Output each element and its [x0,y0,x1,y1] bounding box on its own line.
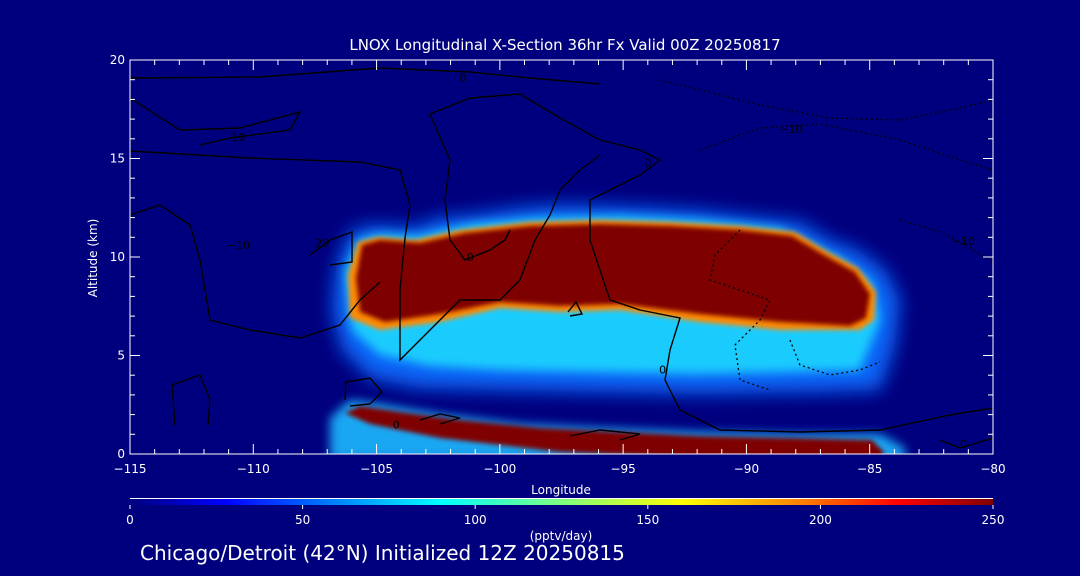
x-tick-label: −90 [734,462,759,476]
contour-line [429,113,511,261]
contour-line [130,204,381,339]
chart-title: LNOX Longitudinal X-Section 36hr Fx Vali… [349,36,780,54]
contour-line [344,377,383,407]
x-tick-label: −100 [483,462,516,476]
x-tick-label: −85 [857,462,882,476]
colorbar-tick-label: 250 [982,513,1005,527]
contour-label: 0 [644,156,651,169]
lower-outflow-core [345,406,884,454]
contour-label: 0 [467,251,474,264]
colorbar-units: (pptv/day) [530,529,593,543]
contour-labels: 0 10 0 −10 −10 20 0 −10 0 0 0 [227,72,975,451]
contour-label: 0 [659,363,666,376]
contour-line-dotted [709,229,771,391]
contour-line [130,67,601,85]
x-tick-label: −115 [114,462,147,476]
contour-label: −10 [779,123,802,136]
contour-line [567,300,584,317]
contour-label: −10 [227,239,250,252]
contour-line [429,93,993,433]
colorbar-tick-label: 0 [126,513,134,527]
contour-label: 0 [960,438,967,451]
y-tick-label: 0 [117,447,125,461]
contour-line [569,429,641,441]
colorbar-tick-label: 100 [464,513,487,527]
contour-label: 0 [393,418,400,431]
contour-label: 20 [315,237,329,250]
x-tick-label: −95 [610,462,635,476]
y-tick-label: 20 [110,53,125,67]
contour-line-dotted [699,123,993,171]
y-tick-label: 10 [110,250,125,264]
x-axis-label: Longitude [531,483,591,497]
contour-line-dotted [659,79,993,121]
colorbar-tick-label: 50 [295,513,310,527]
x-tick-label: −105 [360,462,393,476]
contour-label: −10 [952,235,975,248]
contour-line [309,231,353,266]
colorbar-labels: 0 50 100 150 200 250 [126,505,1004,527]
footer-caption: Chicago/Detroit (42°N) Initialized 12Z 2… [140,541,625,565]
y-tick-label: 15 [110,152,125,166]
contour-line [171,374,211,426]
contour-line [419,413,461,425]
colorbar-tick-label: 150 [636,513,659,527]
colorbar [130,499,993,505]
contour-line-dotted [789,339,881,376]
colorbar-tick-label: 200 [809,513,832,527]
contour-line [130,97,302,146]
contour-layer [130,67,993,449]
heatmap-field [330,205,905,454]
x-tick-label: −110 [237,462,270,476]
contour-label: 10 [231,131,245,144]
contour-line [130,150,601,362]
contour-line-dotted [899,219,993,263]
x-tick-label: −80 [980,462,1005,476]
contour-line [939,437,993,449]
y-axis-label: Altitude (km) [86,219,100,298]
contour-label: 0 [459,72,466,85]
y-tick-label: 5 [117,349,125,363]
